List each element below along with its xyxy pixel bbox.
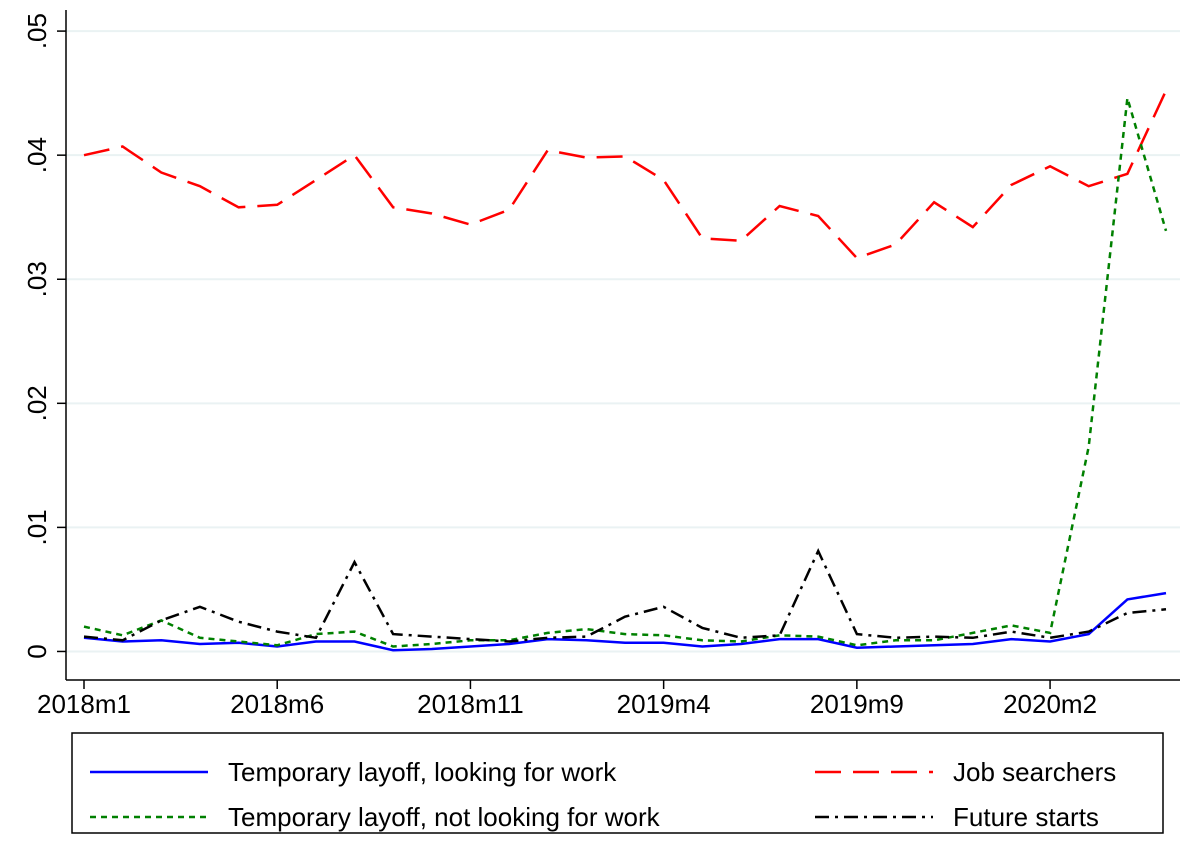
legend-box xyxy=(71,732,1164,834)
legend-label: Job searchers xyxy=(953,757,1116,787)
x-tick-label: 2020m2 xyxy=(1003,689,1097,719)
y-tick-label: .02 xyxy=(22,385,52,421)
y-tick-label: .03 xyxy=(22,261,52,297)
y-tick-label: .05 xyxy=(22,13,52,49)
legend-label: Temporary layoff, looking for work xyxy=(228,757,617,787)
series-line xyxy=(83,548,1167,643)
x-tick-label: 2018m11 xyxy=(417,689,524,719)
x-tick-label: 2018m6 xyxy=(230,689,324,719)
x-tick-label: 2018m1 xyxy=(37,689,131,719)
series-line xyxy=(83,90,1168,260)
x-tick-label: 2019m4 xyxy=(617,689,711,719)
x-tick-label: 2019m9 xyxy=(810,689,904,719)
y-tick-label: 0 xyxy=(22,644,52,658)
legend-label: Temporary layoff, not looking for work xyxy=(228,802,661,832)
legend-label: Future starts xyxy=(953,802,1099,832)
y-tick-label: .04 xyxy=(22,137,52,173)
y-tick-label: .01 xyxy=(22,509,52,545)
series-line xyxy=(83,97,1168,648)
